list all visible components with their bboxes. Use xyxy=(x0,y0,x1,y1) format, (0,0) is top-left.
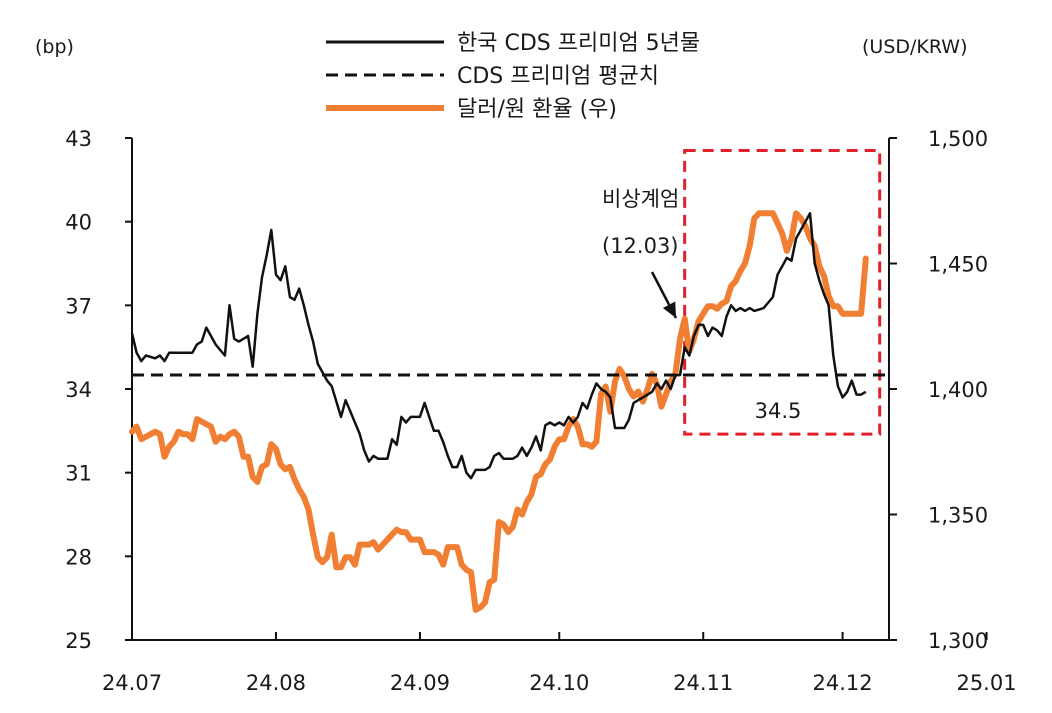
y-right-unit: (USD/KRW) xyxy=(862,36,968,58)
y-left-unit: (bp) xyxy=(35,36,74,58)
y-right-tick-label: 1,300 xyxy=(928,629,988,653)
series-cds-line xyxy=(130,212,867,480)
y-left-tick-label: 28 xyxy=(65,545,92,569)
legend-label-cds: 한국 CDS 프리미엄 5년물 xyxy=(457,31,700,56)
legend: 한국 CDS 프리미엄 5년물 CDS 프리미엄 평균치 달러/원 환율 (우) xyxy=(326,31,700,122)
x-tick-label: 24.09 xyxy=(390,671,450,695)
average-value-label: 34.5 xyxy=(755,399,802,423)
y-left-tick-label: 25 xyxy=(65,629,92,653)
series-fx-line xyxy=(129,210,869,613)
y-right-tick-label: 1,400 xyxy=(928,378,988,402)
y-left-tick-label: 43 xyxy=(65,127,92,151)
annotation-martial-law-line2: (12.03) xyxy=(602,234,679,258)
legend-label-fx: 달러/원 환율 (우) xyxy=(457,97,617,122)
y-left-tick-label: 37 xyxy=(65,294,92,318)
highlight-box-layer xyxy=(683,149,882,436)
annotation-martial-law-line1: 비상계엄 xyxy=(602,187,679,211)
x-tick-label: 24.10 xyxy=(529,671,589,695)
x-tick-label: 24.11 xyxy=(673,671,733,695)
axes: 43 40 37 34 31 28 25 1,500 1,450 1,400 1,350 1,300 2… xyxy=(65,127,1016,695)
x-tick-label: 25.01 xyxy=(956,671,1016,695)
y-right-tick-label: 1,450 xyxy=(928,253,988,277)
y-right-tick-label: 1,500 xyxy=(928,127,988,151)
x-tick-label: 24.07 xyxy=(102,671,162,695)
x-tick-label: 24.12 xyxy=(812,671,872,695)
series-layer xyxy=(129,210,889,613)
x-tick-label: 24.08 xyxy=(246,671,306,695)
highlight-box xyxy=(683,149,882,436)
annotation-arrow-head xyxy=(662,301,677,318)
y-left-tick-label: 31 xyxy=(65,462,92,486)
label-layer: 34.5 비상계엄 (12.03) xyxy=(602,187,801,423)
y-left-tick-label: 40 xyxy=(65,211,92,235)
legend-label-average: CDS 프리미엄 평균치 xyxy=(457,64,659,89)
y-left-tick-label: 34 xyxy=(65,378,92,402)
y-right-tick-label: 1,350 xyxy=(928,504,988,528)
